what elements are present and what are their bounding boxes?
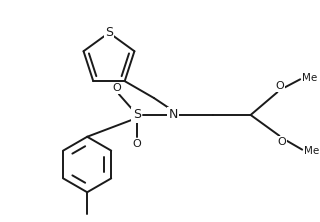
Text: O: O — [277, 137, 286, 147]
Text: O: O — [132, 139, 141, 149]
Text: S: S — [105, 26, 113, 39]
Text: N: N — [169, 109, 178, 121]
Text: O: O — [113, 83, 121, 93]
Text: Me: Me — [304, 146, 320, 156]
Text: O: O — [275, 81, 284, 91]
Text: S: S — [133, 109, 141, 121]
Text: Me: Me — [302, 73, 318, 83]
